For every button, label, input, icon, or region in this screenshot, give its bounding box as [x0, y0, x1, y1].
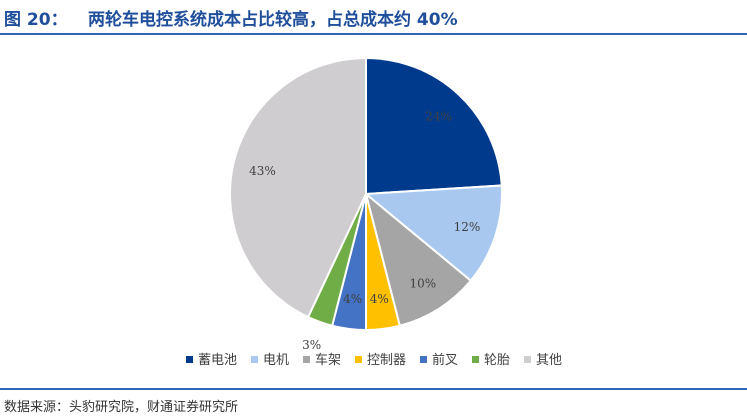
- legend-label-5: 前叉: [432, 352, 458, 368]
- legend-swatch-4: [355, 356, 362, 363]
- pie-label-4: 4%: [370, 292, 389, 306]
- legend-item-6: 轮胎: [472, 353, 510, 368]
- legend-label-7: 其他: [536, 353, 562, 368]
- legend: 蓄电池 电机 车架 控制器 前叉 轮胎 其他: [186, 352, 562, 368]
- legend-item-2: 电机: [251, 353, 289, 368]
- legend-item-4: 控制器: [355, 353, 406, 368]
- pie-label-2: 12%: [454, 220, 481, 234]
- pie-labels: 24% 12% 10% 4% 4% 3% 43%: [249, 110, 480, 352]
- pie-slices: [228, 56, 503, 332]
- legend-swatch-7: [524, 356, 531, 363]
- legend-item-3: 车架: [303, 352, 341, 368]
- legend-item-5: 前叉: [420, 352, 458, 368]
- figure-title: 两轮车电控系统成本占比较高，占总成本约 40%: [88, 10, 458, 30]
- legend-item-7: 其他: [524, 353, 562, 368]
- legend-label-1: 蓄电池: [198, 353, 237, 368]
- pie-slice-1: [365, 56, 503, 196]
- legend-swatch-1: [186, 356, 193, 363]
- pie-slice-7: [228, 56, 367, 319]
- figure-header: 图 20： 两轮车电控系统成本占比较高，占总成本约 40%: [0, 0, 747, 34]
- legend-swatch-2: [251, 356, 258, 363]
- legend-swatch-6: [472, 356, 479, 363]
- legend-swatch-5: [420, 356, 427, 363]
- pie-label-7: 43%: [249, 164, 276, 178]
- pie-label-5: 4%: [343, 292, 362, 306]
- legend-label-2: 电机: [263, 353, 289, 368]
- pie-label-1: 24%: [425, 110, 452, 124]
- legend-label-3: 车架: [315, 352, 341, 368]
- pie-slice-2: [363, 184, 503, 283]
- legend-label-4: 控制器: [367, 353, 406, 368]
- legend-swatch-3: [303, 356, 310, 363]
- top-rule: [0, 33, 747, 35]
- pie-label-3: 10%: [409, 277, 436, 291]
- pie-chart: 24% 12% 10% 4% 4% 3% 43% 蓄电池 电机 车架 控制器 前叉 轮胎 其他: [186, 56, 562, 368]
- bottom-rule: [0, 388, 747, 390]
- pie-label-6: 3%: [302, 338, 321, 352]
- source-note: 数据来源：头豹研究院，财通证券研究所: [4, 400, 239, 415]
- legend-label-6: 轮胎: [484, 353, 510, 368]
- figure-number: 图 20：: [4, 10, 68, 30]
- legend-item-1: 蓄电池: [186, 353, 237, 368]
